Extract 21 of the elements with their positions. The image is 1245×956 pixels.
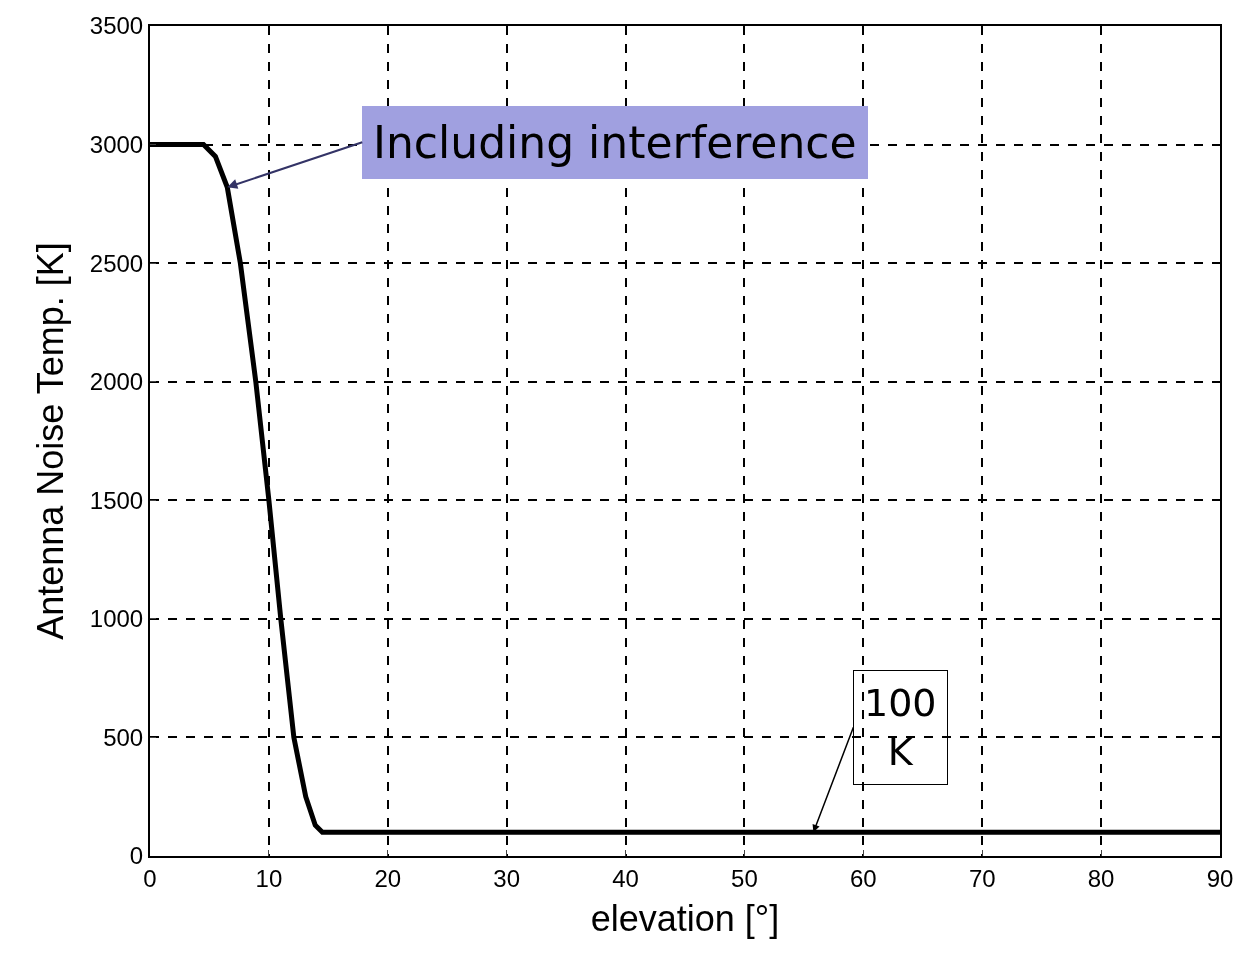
x-tick-label: 30 [493,864,521,892]
annotation: 100 K [864,681,937,775]
x-tick-label: 80 [1087,864,1115,892]
y-tick-label: 0 [129,842,144,870]
x-tick-label: 40 [612,864,639,892]
x-axis-title: elevation [°] [590,898,780,939]
y-tick-label: 1500 [89,486,144,514]
y-tick-label: 2500 [89,249,144,277]
x-tick-label: 90 [1206,864,1234,892]
y-tick-label: 3000 [89,130,144,158]
x-tick-label: 50 [731,864,758,892]
y-tick-label: 500 [103,723,144,751]
y-axis-title: Antenna Noise Temp. [K] [30,242,72,640]
x-tick-label: 20 [374,864,402,892]
x-tick-label: 70 [968,864,996,892]
annotation: Including interference [373,117,857,168]
y-tick-label: 3500 [89,12,144,40]
y-tick-label: 1000 [89,605,144,633]
x-tick-label: 60 [849,864,877,892]
x-tick-label: 10 [255,864,283,892]
y-tick-label: 2000 [89,368,144,396]
